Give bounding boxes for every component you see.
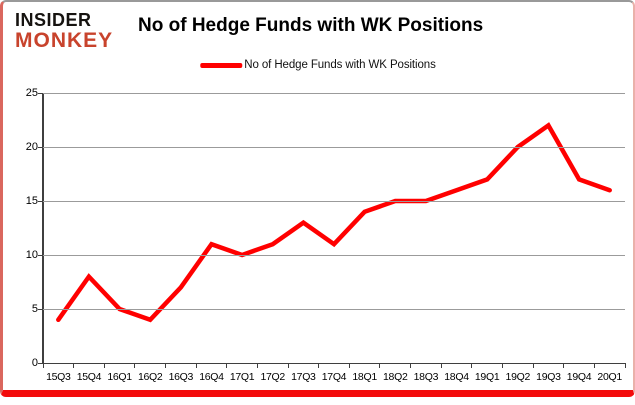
- x-axis-tick: [256, 363, 258, 368]
- legend-line-marker: [200, 62, 243, 68]
- x-axis-tick: [165, 363, 167, 368]
- x-tick-label: 15Q4: [76, 371, 102, 383]
- x-tick-label: 16Q1: [107, 371, 132, 383]
- x-tick-label: 16Q3: [168, 371, 194, 383]
- gridline: [43, 254, 625, 256]
- x-axis-tick: [624, 363, 626, 368]
- series-line-chart: [56, 122, 612, 323]
- x-axis-tick: [287, 363, 289, 368]
- x-axis-tick: [42, 363, 44, 368]
- x-tick-label: 19Q4: [566, 371, 592, 383]
- y-axis-labels: 0 5 10 15 20 25: [3, 87, 38, 369]
- x-axis-tick: [348, 363, 350, 368]
- x-tick-label: 17Q1: [229, 371, 255, 383]
- x-tick-label: 17Q2: [260, 371, 285, 383]
- x-tick-label: 16Q4: [199, 371, 224, 383]
- x-tick-label: 19Q2: [505, 371, 531, 383]
- x-tick-label: 20Q1: [597, 371, 622, 383]
- x-axis-tick: [318, 363, 320, 368]
- x-axis-tick: [471, 363, 473, 368]
- y-axis-tick: [38, 308, 43, 310]
- y-tick-label: 25: [25, 87, 38, 99]
- y-axis-tick: [38, 200, 43, 202]
- x-tick-label: 19Q1: [474, 371, 500, 383]
- x-axis-tick: [593, 363, 595, 368]
- y-axis-tick: [38, 362, 43, 364]
- x-tick-label: 18Q4: [444, 371, 469, 383]
- x-axis-tick: [226, 363, 228, 368]
- x-axis-tick: [532, 363, 534, 368]
- x-axis-tick: [501, 363, 503, 368]
- series-line: [56, 122, 612, 323]
- x-tick-label: 17Q3: [291, 371, 316, 383]
- x-tick-label: 16Q2: [137, 371, 163, 383]
- legend-label: No of Hedge Funds with WK Positions: [244, 59, 436, 71]
- gridline: [43, 92, 625, 94]
- x-axis-tick: [73, 363, 75, 368]
- y-axis-line: [42, 93, 44, 364]
- y-tick-label: 20: [25, 141, 38, 153]
- x-axis-line: [43, 362, 625, 364]
- x-axis-tick: [379, 363, 381, 368]
- y-tick-label: 0: [31, 357, 38, 369]
- y-tick-label: 10: [25, 249, 38, 261]
- x-axis-tick: [134, 363, 136, 368]
- x-axis-tick: [410, 363, 412, 368]
- x-tick-label: 15Q3: [46, 371, 71, 383]
- y-axis-tick: [38, 92, 43, 94]
- gridline: [43, 200, 625, 202]
- x-axis-tick: [440, 363, 442, 368]
- chart-title: No of Hedge Funds with WK Positions: [138, 15, 484, 36]
- x-tick-label: 18Q1: [352, 371, 377, 383]
- logo-text-monkey: MONKEY: [15, 29, 114, 52]
- x-axis-tick: [195, 363, 197, 368]
- y-axis-tick: [38, 254, 43, 256]
- x-tick-label: 18Q3: [413, 371, 439, 383]
- x-tick-label: 18Q2: [383, 371, 408, 383]
- y-tick-label: 5: [31, 303, 38, 315]
- insider-monkey-logo: INSIDER MONKEY: [15, 11, 113, 51]
- logo-text-insider: INSIDER: [15, 10, 92, 30]
- x-tick-label: 17Q4: [321, 371, 347, 383]
- x-axis-tick: [563, 363, 565, 368]
- gridline: [43, 308, 625, 310]
- gridline: [43, 146, 625, 148]
- plot-area: [38, 92, 626, 368]
- x-tick-label: 19Q3: [536, 371, 561, 383]
- legend: No of Hedge Funds with WK Positions: [200, 59, 436, 71]
- y-axis-tick: [38, 146, 43, 148]
- y-tick-label: 15: [25, 195, 38, 207]
- x-axis-tick: [103, 363, 105, 368]
- x-axis-labels: 15Q3 15Q4 16Q1 16Q2 16Q3 16Q4 17Q1 17Q2 17Q3 17Q4…: [43, 371, 625, 387]
